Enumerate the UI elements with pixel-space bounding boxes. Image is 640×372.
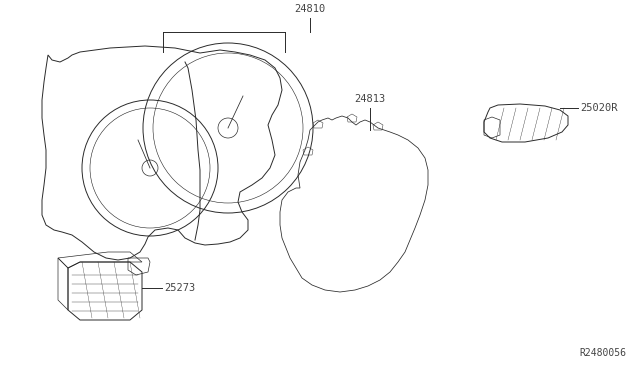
Text: 24813: 24813 xyxy=(355,94,386,104)
Text: 25020R: 25020R xyxy=(580,103,618,113)
Text: R2480056: R2480056 xyxy=(579,348,626,358)
Text: 24810: 24810 xyxy=(294,4,326,14)
Text: 25273: 25273 xyxy=(164,283,195,293)
